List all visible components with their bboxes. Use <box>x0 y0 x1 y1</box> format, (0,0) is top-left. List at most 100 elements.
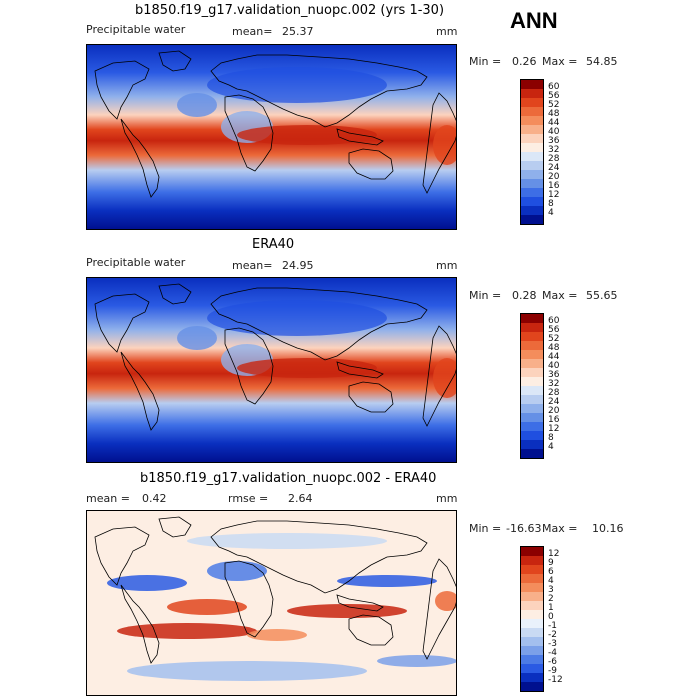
panel1-map <box>86 44 457 230</box>
colorbar-tick-label: 4 <box>548 576 554 586</box>
panel3-max-label: Max = <box>542 522 578 535</box>
colorbar-segment <box>521 673 543 682</box>
panel3-map <box>86 510 457 696</box>
panel2-max-label: Max = <box>542 289 578 302</box>
colorbar-tick-label: 6 <box>548 567 554 577</box>
panel2-colorbar <box>520 313 544 459</box>
colorbar-tick-label: 20 <box>548 406 560 416</box>
coastline <box>422 92 456 194</box>
colorbar-tick-label: 20 <box>548 172 560 182</box>
colorbar-segment <box>521 80 543 89</box>
coastline <box>120 351 160 431</box>
colorbar-segment <box>521 89 543 98</box>
anomaly-region <box>207 561 267 581</box>
colorbar-tick-label: 16 <box>548 415 560 425</box>
colorbar-tick-label: 8 <box>548 199 554 209</box>
colorbar-segment <box>521 395 543 404</box>
panel3-mean-label: mean = <box>86 492 130 505</box>
colorbar-tick-label: 9 <box>548 558 554 568</box>
colorbar-segment <box>521 682 543 691</box>
coastline <box>94 526 150 586</box>
colorbar-tick-label: -4 <box>548 648 557 658</box>
colorbar-segment <box>521 98 543 107</box>
colorbar-segment <box>521 359 543 368</box>
coastline <box>158 516 192 538</box>
coastline <box>120 118 160 198</box>
coastline <box>336 361 384 379</box>
anomaly-region <box>287 604 407 618</box>
colorbar-tick-label: 2 <box>548 594 554 604</box>
colorbar-tick-label: 60 <box>548 316 560 326</box>
colorbar-segment <box>521 655 543 664</box>
colorbar-tick-label: 8 <box>548 433 554 443</box>
colorbar-segment <box>521 341 543 350</box>
colorbar-tick-label: 4 <box>548 442 554 452</box>
panel3-min-label: Min = <box>469 522 502 535</box>
colorbar-segment <box>521 404 543 413</box>
colorbar-segment <box>521 134 543 143</box>
colorbar-segment <box>521 179 543 188</box>
coastline <box>224 94 274 172</box>
colorbar-segment <box>521 619 543 628</box>
colorbar-tick-label: -3 <box>548 639 557 649</box>
colorbar-tick-label: 52 <box>548 334 560 344</box>
panel1-mean-label: mean= <box>232 25 273 38</box>
colorbar-segment <box>521 368 543 377</box>
coastline <box>348 148 394 180</box>
coastline <box>224 560 274 638</box>
panel3-min-value: -16.63 <box>506 522 542 535</box>
colorbar-segment <box>521 125 543 134</box>
colorbar-tick-label: 32 <box>548 145 560 155</box>
panel1-max-label: Max = <box>542 55 578 68</box>
colorbar-segment <box>521 547 543 556</box>
anomaly-region <box>435 591 456 611</box>
anomaly-region <box>337 575 437 587</box>
colorbar-segment <box>521 107 543 116</box>
colorbar-tick-label: 40 <box>548 127 560 137</box>
panel3-mean-value: 0.42 <box>142 492 167 505</box>
dry-region <box>207 67 387 103</box>
colorbar-segment <box>521 440 543 449</box>
panel2-mean-value: 24.95 <box>282 259 314 272</box>
panel1-min-label: Min = <box>469 55 502 68</box>
colorbar-segment <box>521 601 543 610</box>
moist-region <box>433 358 456 398</box>
colorbar-segment <box>521 188 543 197</box>
colorbar-segment <box>521 610 543 619</box>
colorbar-tick-label: 36 <box>548 136 560 146</box>
coastline <box>210 54 428 128</box>
colorbar-tick-label: 56 <box>548 325 560 335</box>
colorbar-tick-label: 52 <box>548 100 560 110</box>
coastline <box>336 128 384 146</box>
colorbar-tick-label: 48 <box>548 109 560 119</box>
colorbar-tick-label: 24 <box>548 163 560 173</box>
colorbar-tick-label: 48 <box>548 343 560 353</box>
colorbar-segment <box>521 431 543 440</box>
colorbar-tick-label: 12 <box>548 190 560 200</box>
coastline <box>158 283 192 305</box>
panel2-title: ERA40 <box>252 237 295 252</box>
anomaly-region <box>107 575 187 591</box>
colorbar-tick-label: 32 <box>548 379 560 389</box>
anomaly-region <box>167 599 247 615</box>
colorbar-segment <box>521 215 543 224</box>
coastline <box>336 594 384 612</box>
panel1-colorbar <box>520 79 544 225</box>
colorbar-segment <box>521 413 543 422</box>
coastline <box>422 558 456 660</box>
colorbar-segment <box>521 332 543 341</box>
panel3-rmse-label: rmse = <box>228 492 269 505</box>
colorbar-tick-label: -1 <box>548 621 557 631</box>
panel2-mean-label: mean= <box>232 259 273 272</box>
coastline <box>224 327 274 405</box>
colorbar-tick-label: 28 <box>548 154 560 164</box>
colorbar-segment <box>521 449 543 458</box>
anomaly-region <box>247 629 307 641</box>
coastline <box>422 325 456 427</box>
colorbar-tick-label: 12 <box>548 424 560 434</box>
colorbar-segment <box>521 143 543 152</box>
panel3-max-value: 10.16 <box>592 522 624 535</box>
colorbar-segment <box>521 422 543 431</box>
dry-region <box>177 93 217 117</box>
coastline <box>210 520 428 594</box>
